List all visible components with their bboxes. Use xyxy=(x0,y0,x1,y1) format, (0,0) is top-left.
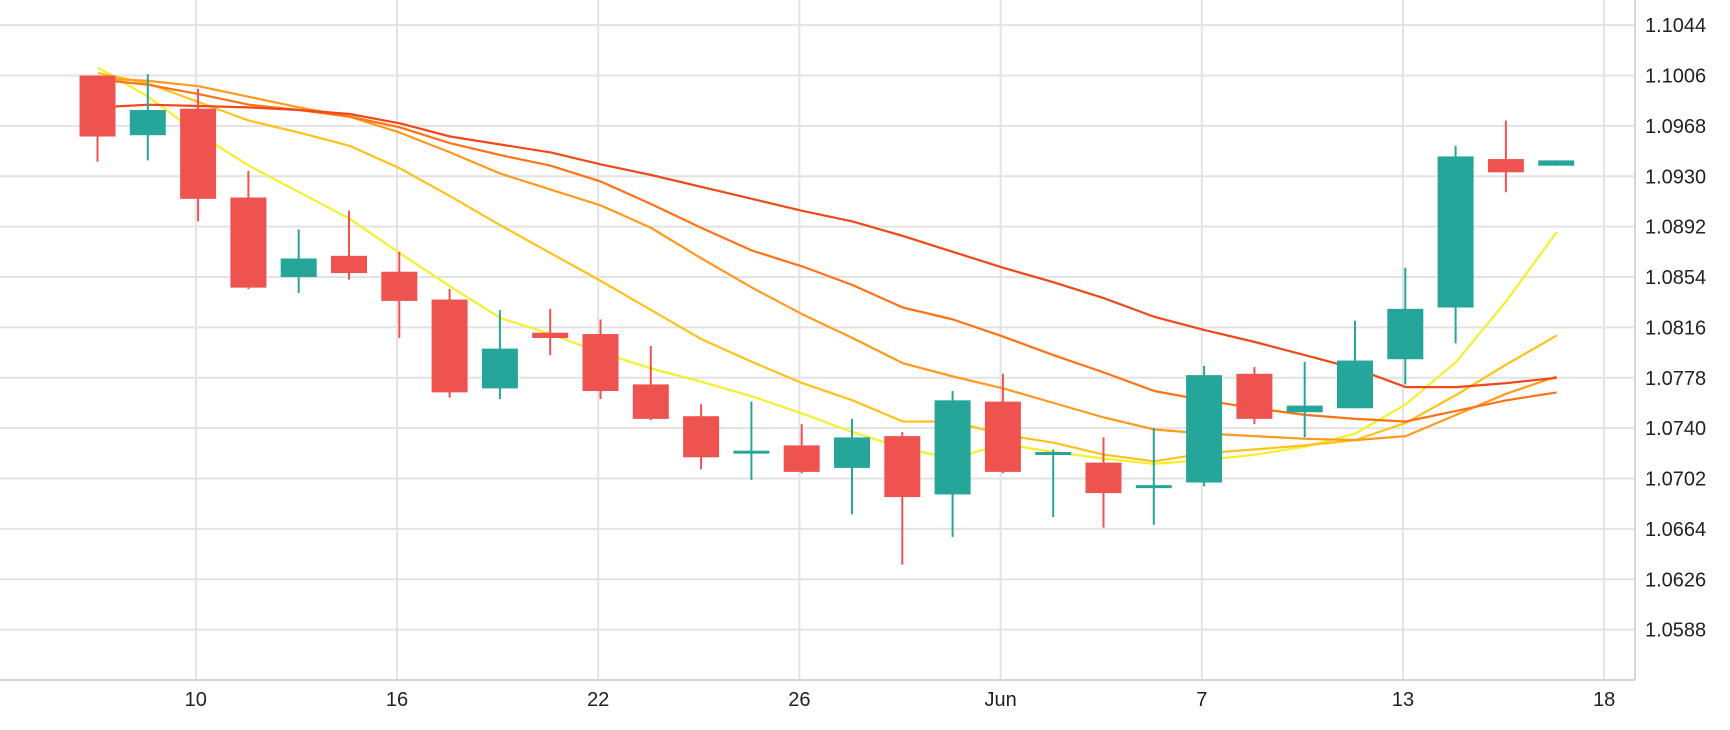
candle-body xyxy=(230,197,267,288)
y-tick-label: 1.0968 xyxy=(1645,116,1706,138)
x-axis-labels: 10 16 22 26 Jun 7 13 18 xyxy=(185,689,1616,711)
candle-body xyxy=(79,75,116,137)
candle xyxy=(1135,428,1172,525)
x-tick-label: 10 xyxy=(185,689,207,711)
candle-body xyxy=(180,108,217,199)
candle-body xyxy=(1286,405,1323,413)
candle-body xyxy=(280,258,317,278)
candle-body xyxy=(1387,308,1424,360)
candle xyxy=(381,251,418,339)
candle-body xyxy=(783,445,820,472)
candle xyxy=(1437,145,1474,344)
y-tick-label: 1.0626 xyxy=(1645,569,1706,591)
candle xyxy=(1487,120,1524,193)
ma-line-2 xyxy=(97,71,1558,463)
axis-frame xyxy=(0,0,1636,681)
candle xyxy=(1085,437,1122,528)
candle-body xyxy=(1487,159,1524,173)
y-tick-label: 1.0816 xyxy=(1645,317,1706,339)
candle-body xyxy=(632,384,669,419)
candle xyxy=(683,404,720,470)
ma-line-5 xyxy=(97,103,1557,389)
candle-body xyxy=(1186,375,1223,483)
y-tick-label: 1.0588 xyxy=(1645,620,1706,642)
candle-body xyxy=(381,271,418,301)
y-axis-labels: 1.1044 1.1006 1.0968 1.0930 1.0892 1.0854 1.08… xyxy=(1645,15,1706,641)
candle xyxy=(934,391,971,537)
candle-body xyxy=(1437,156,1474,308)
candle xyxy=(733,401,770,480)
y-tick-label: 1.0930 xyxy=(1645,166,1706,188)
candle xyxy=(129,74,166,161)
x-tick-label: 18 xyxy=(1593,689,1615,711)
y-tick-label: 1.1006 xyxy=(1645,66,1706,88)
candle xyxy=(984,373,1021,474)
y-tick-label: 1.0740 xyxy=(1645,418,1706,440)
x-tick-label: 16 xyxy=(386,689,408,711)
y-tick-label: 1.0892 xyxy=(1645,217,1706,239)
candle xyxy=(582,319,619,399)
candle-body xyxy=(834,437,870,468)
candle-body xyxy=(1337,360,1373,409)
y-tick-label: 1.0664 xyxy=(1645,519,1706,541)
candle-body xyxy=(1538,160,1575,166)
candle-body xyxy=(1135,485,1172,489)
candle-body xyxy=(331,255,367,274)
candle xyxy=(532,308,569,356)
candle-body xyxy=(733,450,770,454)
candle xyxy=(481,310,518,399)
candle xyxy=(834,418,870,515)
x-tick-label: 22 xyxy=(587,689,609,711)
candle-body xyxy=(582,334,619,392)
candle-body xyxy=(1236,373,1273,419)
grid-lines xyxy=(0,0,1635,680)
x-tick-label: 7 xyxy=(1196,689,1207,711)
candle xyxy=(331,210,367,280)
candle xyxy=(79,75,116,162)
y-tick-label: 1.0778 xyxy=(1645,368,1706,390)
candle xyxy=(1286,361,1323,438)
candle xyxy=(632,345,669,421)
candle-body xyxy=(1085,462,1122,494)
candle-body xyxy=(431,299,468,393)
candle-body xyxy=(683,416,720,458)
candle xyxy=(1337,320,1373,409)
ma-line-4 xyxy=(97,78,1557,423)
y-tick-label: 1.0702 xyxy=(1645,469,1706,491)
candle xyxy=(1186,365,1223,487)
y-tick-label: 1.0854 xyxy=(1645,267,1706,289)
candle xyxy=(1236,367,1273,425)
candle xyxy=(230,170,267,289)
candle-body xyxy=(934,400,971,495)
x-tick-label: 13 xyxy=(1392,689,1414,711)
candle-body xyxy=(1035,452,1072,456)
candles xyxy=(79,74,1575,565)
moving-average-lines xyxy=(97,66,1558,465)
candle xyxy=(180,88,217,222)
candle-body xyxy=(129,110,166,136)
y-tick-label: 1.1044 xyxy=(1645,15,1706,37)
candle xyxy=(1538,160,1575,166)
x-tick-label: 26 xyxy=(788,689,810,711)
candle-body xyxy=(481,348,518,389)
candle-body xyxy=(884,436,921,498)
candle xyxy=(431,288,468,398)
candle xyxy=(1035,449,1072,517)
candle xyxy=(783,424,820,474)
candle xyxy=(280,229,317,293)
candle-body xyxy=(984,401,1021,472)
candle xyxy=(884,432,921,565)
candle xyxy=(1387,267,1424,385)
x-tick-label: Jun xyxy=(984,689,1016,711)
candle-body xyxy=(532,332,569,339)
